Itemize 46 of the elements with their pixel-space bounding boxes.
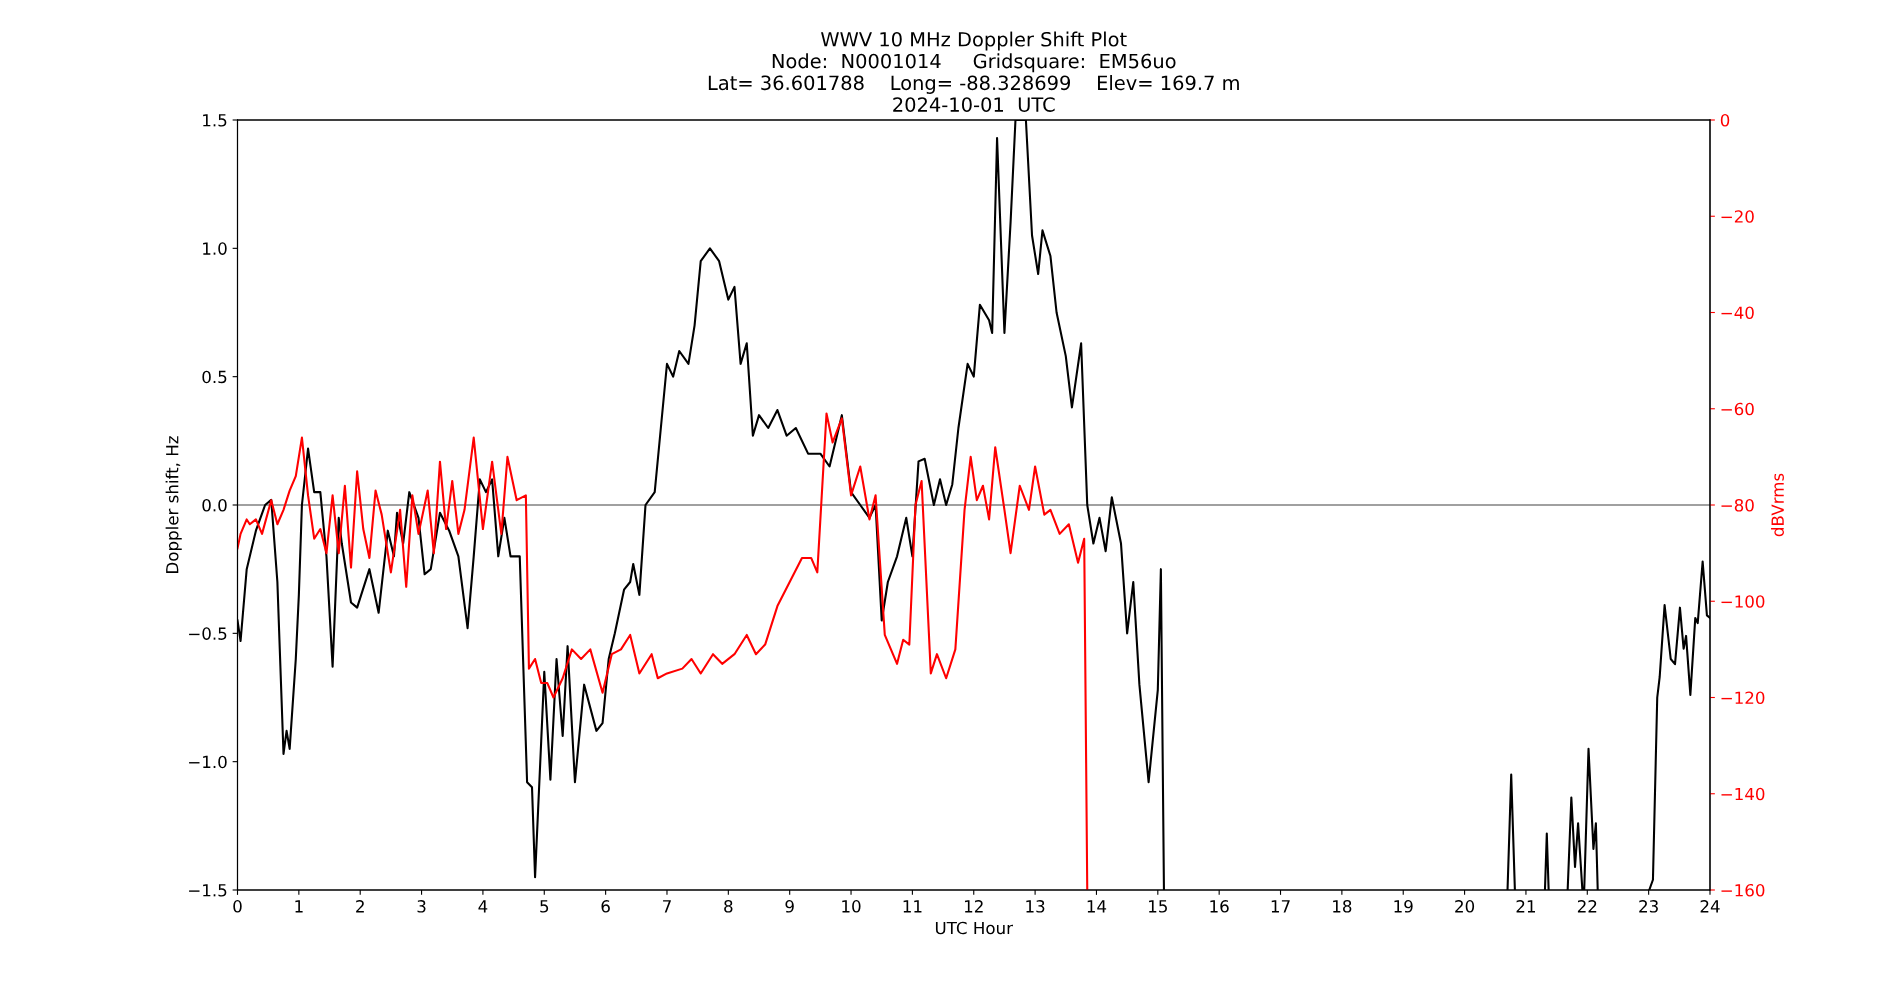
line-series xyxy=(237,412,1089,890)
x-tick-label: 13 xyxy=(1026,900,1045,913)
x-tick-label: 20 xyxy=(1455,900,1475,913)
x-tick-label: 18 xyxy=(1333,900,1352,913)
x-tick-label: 23 xyxy=(1639,900,1658,913)
y2-tick-label: −20 xyxy=(1721,210,1754,223)
x-tick-label: 6 xyxy=(601,900,610,913)
x-tick-label: 22 xyxy=(1577,900,1597,913)
x-tick-label: 2 xyxy=(356,900,364,913)
x-tick-label: 14 xyxy=(1087,900,1107,913)
x-tick-label: 11 xyxy=(903,900,922,913)
x-tick-label: 12 xyxy=(964,900,983,913)
y2-tick-label: −160 xyxy=(1721,883,1765,897)
y2-axis-title: dBVrms xyxy=(1771,473,1784,537)
x-tick-label: 19 xyxy=(1394,900,1413,913)
y2-tick-label: −140 xyxy=(1721,787,1765,801)
x-tick-label: 4 xyxy=(478,900,488,913)
y2-tick-label: −60 xyxy=(1721,402,1754,416)
y2-tick-label: −40 xyxy=(1721,306,1754,320)
y-tick-label: 0.5 xyxy=(202,370,227,384)
x-tick-label: 5 xyxy=(540,900,549,913)
x-tick-label: 21 xyxy=(1516,900,1535,913)
x-tick-label: 17 xyxy=(1271,900,1290,913)
x-tick-label: 3 xyxy=(417,900,426,913)
x-tick-label: 1 xyxy=(295,900,303,913)
y2-tick-label: −120 xyxy=(1721,691,1765,705)
x-tick-label: 16 xyxy=(1210,900,1229,913)
x-tick-label: 7 xyxy=(663,900,671,913)
x-tick-label: 10 xyxy=(842,900,861,913)
y-axis-title: Doppler shift, Hz xyxy=(165,436,182,573)
y-tick-label: 1.0 xyxy=(203,242,227,255)
y2-tick-label: −100 xyxy=(1721,595,1765,608)
x-tick-label: 8 xyxy=(724,900,733,913)
y-tick-label: −1.0 xyxy=(189,755,227,769)
y-tick-label: 0.0 xyxy=(202,498,227,512)
x-axis-title: UTC Hour xyxy=(935,921,1013,935)
y-tick-label: −1.5 xyxy=(189,884,227,897)
x-tick-label: 9 xyxy=(785,900,794,913)
y2-tick-label: 0 xyxy=(1720,113,1730,127)
y-tick-label: −0.5 xyxy=(189,627,227,640)
chart-title: WWV 10 MHz Doppler Shift Plot Node: N0001014 Gridsquare: EM56uo Lat= 36.601788 Long= -88.328699 Elev= 169.7 m 2024-10-01 UTC xyxy=(708,31,1239,112)
x-tick-label: 24 xyxy=(1700,900,1720,913)
x-tick-label: 15 xyxy=(1149,900,1167,913)
y-tick-label: 1.5 xyxy=(203,114,227,127)
x-tick-label: 0 xyxy=(233,900,242,913)
y2-tick-label: −80 xyxy=(1721,498,1754,512)
